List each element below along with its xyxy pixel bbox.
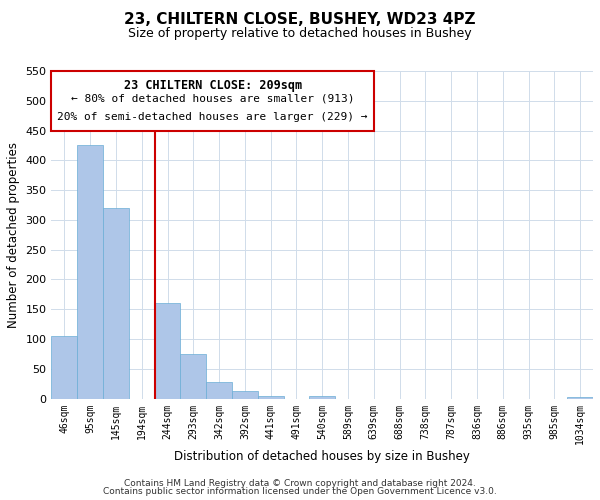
Text: Size of property relative to detached houses in Bushey: Size of property relative to detached ho… xyxy=(128,28,472,40)
Bar xyxy=(155,303,181,398)
Bar xyxy=(181,354,206,399)
Bar xyxy=(232,391,258,398)
Text: 20% of semi-detached houses are larger (229) →: 20% of semi-detached houses are larger (… xyxy=(58,112,368,122)
X-axis label: Distribution of detached houses by size in Bushey: Distribution of detached houses by size … xyxy=(175,450,470,463)
Text: ← 80% of detached houses are smaller (913): ← 80% of detached houses are smaller (91… xyxy=(71,94,355,104)
FancyBboxPatch shape xyxy=(52,71,374,130)
Text: Contains public sector information licensed under the Open Government Licence v3: Contains public sector information licen… xyxy=(103,487,497,496)
Text: 23 CHILTERN CLOSE: 209sqm: 23 CHILTERN CLOSE: 209sqm xyxy=(124,79,302,92)
Bar xyxy=(310,396,335,398)
Bar xyxy=(103,208,129,398)
Bar xyxy=(567,396,593,398)
Text: 23, CHILTERN CLOSE, BUSHEY, WD23 4PZ: 23, CHILTERN CLOSE, BUSHEY, WD23 4PZ xyxy=(124,12,476,28)
Y-axis label: Number of detached properties: Number of detached properties xyxy=(7,142,20,328)
Bar xyxy=(52,336,77,398)
Bar xyxy=(77,146,103,398)
Bar xyxy=(258,396,284,398)
Bar xyxy=(206,382,232,398)
Text: Contains HM Land Registry data © Crown copyright and database right 2024.: Contains HM Land Registry data © Crown c… xyxy=(124,478,476,488)
